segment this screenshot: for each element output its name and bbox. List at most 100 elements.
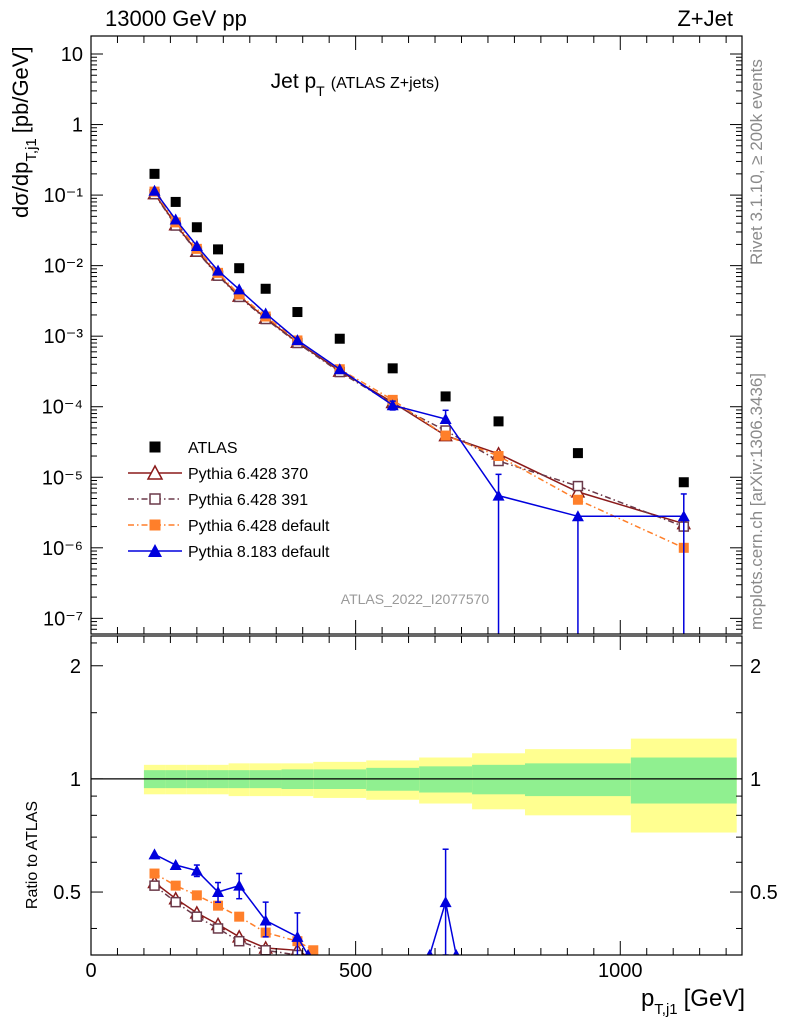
marker-triangle (452, 949, 460, 955)
series-pythia-8-183-default (148, 848, 312, 955)
marker-triangle (291, 930, 304, 942)
legend-label: ATLAS (188, 440, 238, 457)
ratio-tick-label-right: 1 (750, 769, 761, 791)
title-sub: T (316, 83, 325, 99)
marker-triangle (233, 283, 246, 295)
plot-title: Jet pT (ATLAS Z+jets) (271, 70, 440, 99)
marker-open-square (260, 945, 271, 955)
marker-triangle (677, 510, 690, 522)
marker-triangle (439, 896, 452, 908)
y-tick-label: 10⁻⁴ (42, 397, 83, 419)
mcplots-label: mcplots.cern.ch [arXiv:1306.3436] (747, 373, 766, 630)
marker-square (440, 430, 451, 441)
ratio-y-label: Ratio to ATLAS (24, 801, 41, 909)
ratio-panel: 0 500 1000 0.5 0.5 1 1 2 2 (53, 635, 778, 982)
marker-square (149, 441, 161, 453)
marker-square (260, 283, 271, 294)
y-tick-label: 10⁻⁷ (43, 608, 83, 630)
inner-band (630, 757, 737, 804)
marker-triangle (571, 510, 584, 522)
marker-square (149, 868, 160, 879)
marker-square (191, 222, 202, 233)
main-y-label-main: dσ/dp (8, 162, 33, 218)
marker-square (493, 451, 504, 462)
marker-open-square (191, 911, 203, 922)
ratio-tick-label-right: 2 (750, 656, 761, 678)
marker-triangle (169, 859, 182, 871)
header-right: Z+Jet (677, 6, 733, 31)
marker-triangle (304, 949, 312, 955)
x-axis-label: pT,j1 [GeV] (641, 985, 745, 1018)
title-extra: (ATLAS Z+jets) (331, 75, 440, 92)
marker-square (387, 363, 398, 374)
marker-square (149, 519, 161, 531)
marker-open-triangle (146, 464, 164, 480)
main-panel: 10 1 10⁻¹ 10⁻² 10⁻³ 10⁻⁴ 10⁻⁵ 10⁻⁶ 10⁻⁷ (42, 35, 743, 635)
title-main: Jet p (271, 70, 317, 93)
marker-square (308, 945, 319, 955)
legend-label: Pythia 6.428 370 (188, 466, 308, 483)
ratio-tick-label: 1 (70, 769, 81, 791)
marker-square (572, 494, 583, 505)
marker-square (493, 416, 504, 427)
x-tick-label: 1000 (598, 960, 643, 982)
y-tick-label: 10⁻⁶ (42, 538, 83, 560)
y-tick-label: 10⁻⁵ (42, 467, 83, 489)
legend: ATLAS Pythia 6.428 370 Pythia 6.428 391 Pyt… (128, 440, 330, 561)
marker-square (440, 391, 451, 402)
ratio-tick-label: 2 (70, 656, 81, 678)
marker-square (292, 307, 303, 318)
inner-band (472, 764, 525, 795)
marker-square (170, 196, 181, 207)
main-y-label-sub: T,j1 (23, 138, 40, 161)
marker-open-square (149, 880, 160, 891)
x-tick-label: 500 (339, 960, 372, 982)
series-line (428, 901, 457, 955)
marker-square (572, 448, 583, 459)
marker-open-square (309, 960, 318, 969)
legend-label: Pythia 8.183 default (188, 544, 330, 561)
marker-triangle (212, 886, 225, 898)
legend-label: Pythia 6.428 default (188, 518, 330, 535)
series-pythia-8-183-default-spike- (426, 848, 460, 955)
marker-triangle (148, 184, 161, 196)
y-tick-label: 10 (61, 44, 83, 66)
marker-triangle (492, 489, 505, 501)
legend-label: Pythia 6.428 391 (188, 492, 308, 509)
marker-open-square (233, 935, 245, 947)
ratio-tick-label-right: 0.5 (750, 882, 778, 904)
marker-open-square (149, 493, 161, 505)
main-y-label-unit: [pb/GeV] (8, 46, 33, 133)
marker-square (678, 477, 689, 488)
main-frame (90, 35, 743, 635)
marker-square (213, 900, 224, 911)
marker-triangle (233, 879, 246, 891)
series-pythia-8-183-default (148, 184, 690, 634)
marker-square (234, 289, 245, 300)
ratio-frame (90, 635, 743, 956)
x-label-sub: T,j1 (654, 1001, 677, 1018)
y-tick-label: 10⁻³ (44, 326, 84, 348)
marker-triangle (190, 239, 203, 251)
y-tick-label: 1 (72, 115, 83, 137)
marker-triangle (426, 949, 434, 955)
marker-square (191, 890, 202, 901)
x-tick-label: 0 (85, 960, 96, 982)
marker-triangle (439, 412, 452, 424)
marker-square (234, 263, 245, 274)
marker-triangle (148, 848, 161, 860)
marker-open-square (170, 896, 181, 908)
analysis-watermark: ATLAS_2022_I2077570 (341, 591, 490, 607)
y-tick-label: 10⁻¹ (44, 185, 84, 207)
marker-triangle (386, 399, 399, 411)
marker-square (170, 880, 181, 891)
marker-square (213, 244, 224, 255)
series-line (154, 881, 307, 955)
marker-square (149, 168, 160, 179)
header-left: 13000 GeV pp (105, 6, 247, 31)
y-tick-label: 10⁻² (44, 256, 84, 278)
marker-triangle (259, 307, 272, 319)
inner-band (525, 763, 631, 797)
marker-open-square (212, 923, 224, 934)
marker-square (334, 333, 345, 344)
